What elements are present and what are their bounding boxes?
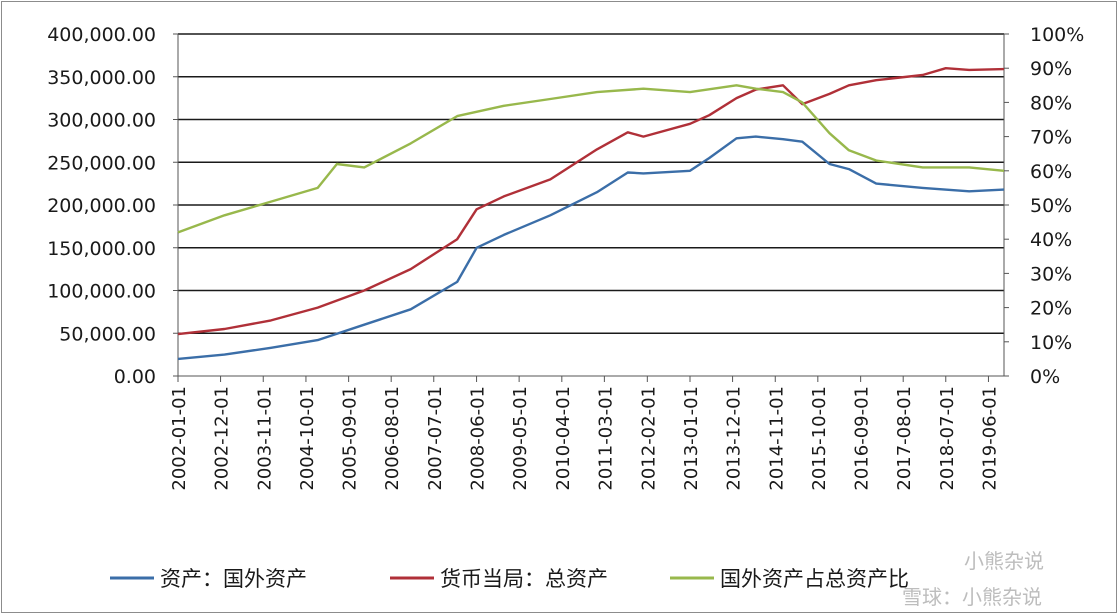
- axis-layer: 0.00 50,000.00 100,000.00 150,000.00 200,000…: [47, 24, 1084, 491]
- y-left-tick-label: 300,000.00: [47, 110, 156, 132]
- y-right-tick-label: 50%: [1030, 195, 1072, 217]
- x-tick-label: 2002-01-01: [169, 386, 190, 491]
- grid-layer: [178, 33, 1004, 334]
- y-right-tick-label: 100%: [1030, 24, 1084, 46]
- y-right-tick-label: 20%: [1030, 298, 1072, 320]
- x-tick-label: 2013-01-01: [681, 386, 702, 491]
- series-line-3: [177, 84, 1005, 234]
- x-tick-label: 2017-08-01: [894, 386, 915, 491]
- y-right-tick-label: 60%: [1030, 161, 1072, 183]
- x-tick-label: 2019-06-01: [979, 386, 1000, 491]
- legend-item-2: 货币当局：总资产: [390, 567, 608, 591]
- y-left-tick-label: 200,000.00: [47, 195, 156, 217]
- legend-item-1: 资产：国外资产: [110, 567, 307, 591]
- y-right-tick-label: 0%: [1030, 366, 1060, 388]
- y-right-tick-label: 80%: [1030, 92, 1072, 114]
- x-tick-label: 2009-05-01: [510, 386, 531, 491]
- y-left-tick-label: 250,000.00: [47, 152, 156, 174]
- y-left-tick-label: 50,000.00: [59, 323, 156, 345]
- watermark: 小熊杂说 雪球：小熊杂说: [902, 549, 1044, 609]
- series-layer: [177, 66, 1005, 361]
- y-left-tick-label: 0.00: [114, 366, 156, 388]
- series-line-1: [177, 135, 1005, 361]
- x-tick-label: 2010-04-01: [553, 386, 574, 491]
- y-left-tick-label: 150,000.00: [47, 238, 156, 260]
- legend-label: 货币当局：总资产: [440, 567, 608, 591]
- y-right-tick-label: 30%: [1030, 263, 1072, 285]
- x-tick-label: 2007-07-01: [425, 386, 446, 491]
- x-tick-label: 2006-08-01: [382, 386, 403, 491]
- x-tick-label: 2011-03-01: [595, 386, 616, 491]
- y-right-tick-label: 70%: [1030, 127, 1072, 149]
- legend: 资产：国外资产 货币当局：总资产 国外资产占总资产比: [110, 567, 909, 591]
- y-right-tick-label: 10%: [1030, 332, 1072, 354]
- y-right-tick-label: 40%: [1030, 229, 1072, 251]
- x-tick-label: 2005-09-01: [340, 386, 361, 491]
- x-tick-label: 2013-12-01: [724, 386, 745, 491]
- x-tick-label: 2008-06-01: [468, 386, 489, 491]
- y-left-tick-label: 350,000.00: [47, 67, 156, 89]
- legend-label: 资产：国外资产: [160, 567, 307, 591]
- y-left-tick-label: 400,000.00: [47, 24, 156, 46]
- series-line-2: [177, 66, 1005, 336]
- x-tick-label: 2012-02-01: [638, 386, 659, 491]
- watermark-line2: 雪球：小熊杂说: [902, 585, 1042, 609]
- y-right-tick-label: 90%: [1030, 58, 1072, 80]
- x-tick-label: 2003-11-01: [254, 386, 275, 491]
- x-tick-label: 2002-12-01: [212, 386, 233, 491]
- legend-label: 国外资产占总资产比: [720, 567, 909, 591]
- x-tick-label: 2018-07-01: [937, 386, 958, 491]
- x-tick-label: 2015-10-01: [809, 386, 830, 491]
- x-tick-label: 2016-09-01: [852, 386, 873, 491]
- legend-item-3: 国外资产占总资产比: [670, 567, 909, 591]
- x-tick-label: 2014-11-01: [766, 386, 787, 491]
- y-left-tick-label: 100,000.00: [47, 281, 156, 303]
- x-tick-label: 2004-10-01: [297, 386, 318, 491]
- watermark-line1: 小熊杂说: [964, 549, 1044, 573]
